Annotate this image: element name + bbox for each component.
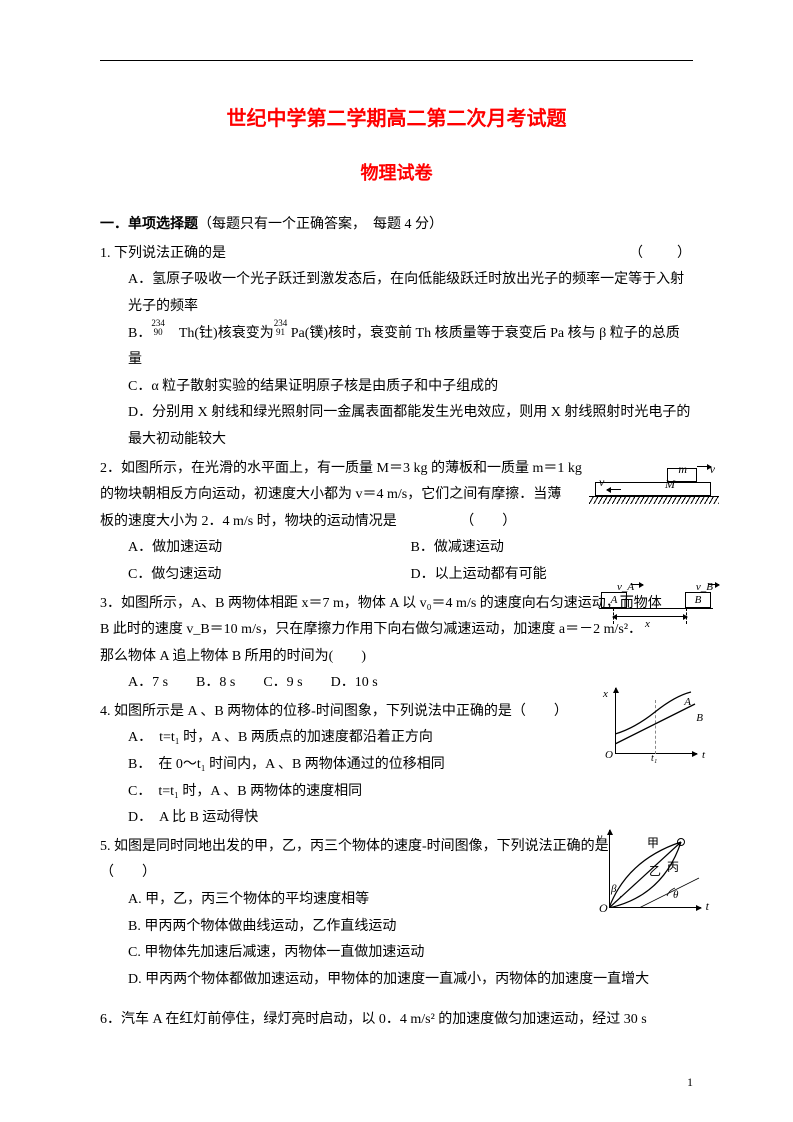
- q5-optD: D. 甲丙两个物体都做加速运动，甲物体的加速度一直减小，丙物体的加速度一直增大: [100, 967, 693, 994]
- curve-label-A: A: [684, 692, 691, 713]
- label-beta: β: [611, 879, 616, 900]
- dimension-line: [613, 616, 687, 617]
- arrow-vB-icon: [709, 584, 719, 585]
- origin-label: O: [599, 897, 608, 920]
- q1-optC: C．α 粒子散射实验的结果证明原子核是由质子和中子组成的: [100, 374, 693, 401]
- q2-line3: 板的速度大小为 2．4 m/s 时，物块的运动情况是 （ ）: [100, 509, 693, 536]
- ylabel: x: [603, 684, 608, 705]
- figure-q3: A B v_A v_B x: [599, 582, 713, 634]
- figure-q4: x t O A B t₁: [609, 688, 701, 762]
- title-sub: 物理试卷: [100, 156, 693, 190]
- label-m: m: [678, 458, 687, 481]
- q2-row1: A．做加速运动 B．做减速运动: [100, 535, 693, 562]
- q2-optB: B．做减速运动: [411, 535, 694, 562]
- q4-optC: C． t=t₁ 时，A 、B 两物体的速度相同: [100, 779, 693, 806]
- curve-label-B: B: [696, 708, 703, 729]
- q1: 1. 下列说法正确的是 （ ）: [100, 241, 693, 268]
- q1-optB: B．23490 Th(钍)核衰变为23491 Pa(镤)核时，衰变前 Th 核质…: [100, 321, 693, 374]
- q1-b-pre: B．: [128, 326, 151, 341]
- label-jia: 甲: [647, 832, 659, 855]
- label-theta: θ: [673, 885, 678, 906]
- origin-label: O: [605, 745, 613, 766]
- label-x: x: [645, 614, 650, 635]
- arrow-right-icon: [697, 466, 711, 467]
- ground-line: [599, 608, 713, 609]
- end-marker-icon: [677, 838, 685, 846]
- q1-optA: A．氢原子吸收一个光子跃迁到激发态后，在向低能级跃迁时放出光子的频率一定等于入射…: [100, 267, 693, 320]
- q2-optC: C．做匀速运动: [128, 562, 411, 589]
- label-vB: v_B: [696, 577, 713, 598]
- nuclide-2: 23491: [274, 319, 288, 337]
- figure-q2: m M v v: [595, 460, 715, 504]
- ylabel: v: [597, 826, 602, 849]
- page-number: 1: [687, 1071, 693, 1094]
- label-v-bot: v: [599, 471, 604, 494]
- q1-paren: （ ）: [629, 241, 693, 268]
- section-heading-text: 一．单项选择题: [100, 217, 198, 232]
- nuclide-1: 23490: [151, 319, 165, 337]
- section-heading-note: （每题只有一个正确答案， 每题 4 分）: [198, 217, 443, 232]
- xlabel: t: [706, 895, 709, 918]
- q1-optD: D．分别用 X 射线和绿光照射同一金属表面都能发生光电效应，则用 X 射线照射时…: [100, 400, 693, 453]
- q1-stem: 1. 下列说法正确的是: [100, 246, 226, 261]
- label-vA: v_A: [617, 577, 634, 598]
- q6-stem: 6．汽车 A 在红灯前停住，绿灯亮时启动，以 0．4 m/s² 的加速度做匀加速…: [100, 1007, 693, 1034]
- figure-q5: v t O 甲 乙 丙 θ β: [595, 830, 705, 920]
- label-M: M: [665, 473, 675, 496]
- q2-paren: （ ）: [460, 514, 516, 529]
- top-rule: [100, 60, 693, 61]
- q2-line3-text: 板的速度大小为 2．4 m/s 时，物块的运动情况是: [100, 514, 397, 529]
- ground-hatch: [589, 496, 719, 504]
- q1-b-mid1: Th(钍)核衰变为: [165, 326, 274, 341]
- section-heading: 一．单项选择题（每题只有一个正确答案， 每题 4 分）: [100, 212, 693, 239]
- arrow-left-icon: [607, 489, 621, 490]
- q4-optD: D． A 比 B 运动得快: [100, 805, 693, 832]
- q5-optC: C. 甲物体先加速后减速，丙物体一直做加速运动: [100, 940, 693, 967]
- label-t1: t₁: [651, 749, 657, 768]
- title-main: 世纪中学第二学期高二第二次月考试题: [100, 100, 693, 138]
- q3-line3: 那么物体 A 追上物体 B 所用的时间为( ): [100, 644, 693, 671]
- arrow-vA-icon: [631, 584, 643, 585]
- xlabel: t: [702, 745, 705, 766]
- label-bing: 丙: [667, 856, 679, 879]
- q2-optA: A．做加速运动: [128, 535, 411, 562]
- spacer: [100, 993, 693, 1005]
- label-yi: 乙: [649, 860, 661, 883]
